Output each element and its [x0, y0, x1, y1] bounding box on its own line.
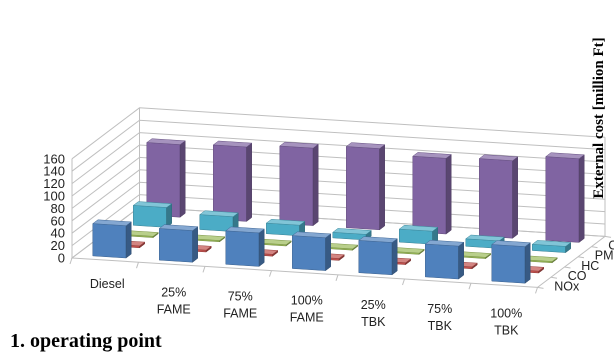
depth-tick-mark — [577, 256, 585, 259]
bar-pm-6 — [531, 240, 572, 254]
bar-nox-3 — [291, 231, 332, 272]
bar-co2-6 — [545, 152, 585, 243]
x-tick-label: Diesel — [90, 277, 125, 291]
bar-co2-5 — [478, 154, 519, 239]
depth-tick-mark — [604, 235, 612, 238]
x-tick-mark — [136, 262, 139, 269]
bars — [92, 138, 585, 284]
bar-pm-2 — [265, 219, 306, 237]
x-tick-mark — [69, 257, 73, 265]
bar-nox-1 — [158, 224, 199, 263]
bar-nox-2 — [225, 226, 265, 267]
x-tick-mark — [335, 274, 339, 281]
x-tick-label: 25% FAME — [157, 285, 191, 316]
bar-nox-6 — [491, 240, 531, 284]
x-tick-label: 75% TBK — [427, 302, 452, 333]
bar-nox-4 — [358, 236, 398, 276]
x-tick-mark — [269, 270, 272, 277]
depth-tick-label: CO — [568, 269, 587, 283]
depth-axis: NOxCOHCPMCO2 — [554, 239, 614, 294]
bar-co2-2 — [279, 141, 319, 227]
bar-co2-3 — [345, 142, 386, 231]
bar-co2-1 — [212, 140, 253, 222]
y-axis-title: External cost [million Ft] — [591, 37, 607, 198]
depth-tick-mark — [537, 286, 544, 289]
y-tick-label: 140 — [43, 164, 65, 179]
depth-tick-label: PM — [595, 249, 614, 263]
x-tick-label: 100% TBK — [490, 306, 522, 337]
y-tick-label: 60 — [51, 213, 65, 228]
bar-pm-4 — [398, 224, 439, 245]
x-tick-label: 75% FAME — [223, 290, 257, 321]
bar-nox-5 — [424, 239, 465, 280]
y-tick-label: 120 — [43, 176, 65, 191]
y-tick-label: 20 — [51, 238, 65, 253]
x-tick-mark — [535, 287, 538, 294]
x-tick-label: 25% TBK — [361, 298, 386, 329]
depth-tick-mark — [550, 276, 558, 279]
depth-tick-mark — [591, 246, 598, 249]
y-tick-label: 0 — [58, 251, 65, 266]
x-tick-mark — [202, 266, 206, 273]
bar-pm-3 — [332, 228, 372, 241]
depth-tick-mark — [564, 266, 571, 269]
bar-co2-4 — [412, 152, 452, 235]
y-tick-label: 80 — [51, 201, 65, 216]
y-tick-label: 40 — [51, 226, 65, 241]
bar-pm-0 — [132, 201, 173, 228]
x-tick-mark — [468, 283, 472, 290]
y-tick-label: 100 — [43, 189, 65, 204]
depth-tick-label: NOx — [554, 279, 580, 293]
bar-hc-5 — [451, 251, 492, 260]
depth-tick-label: HC — [581, 259, 599, 273]
depth-tick-label: CO2 — [608, 239, 614, 253]
x-axis: Diesel 25% FAME 75% FAME 100% FAME 25% TBK 75% TBK… — [90, 277, 522, 337]
bar-nox-0 — [92, 219, 132, 259]
y-tick-label: 160 — [43, 151, 65, 166]
x-tick-label: 100% FAME — [290, 294, 324, 325]
x-tick-mark — [402, 278, 405, 286]
chart-caption: 1. operating point — [10, 330, 162, 352]
